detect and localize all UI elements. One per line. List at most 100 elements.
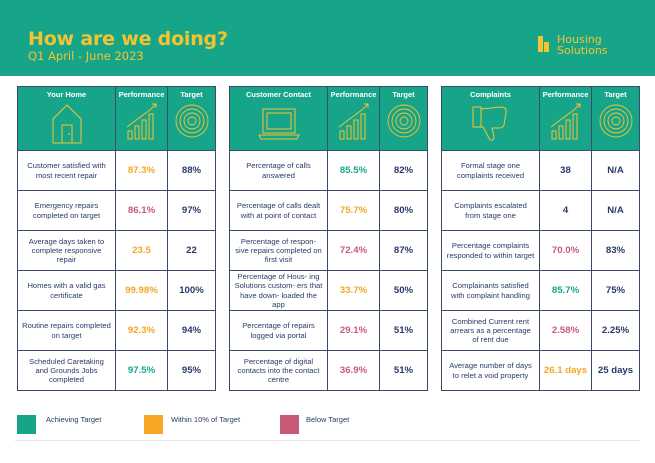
target-value: 88% [167, 150, 216, 191]
performance-value: 85.5% [327, 150, 380, 191]
metric-label: Scheduled Caretaking and Grounds Jobs co… [17, 350, 116, 391]
metric-label: Homes with a valid gas certificate [17, 270, 116, 311]
table-row: Formal stage one complaints received 38 N/… [441, 150, 640, 191]
performance-value: 70.0% [539, 230, 592, 271]
performance-value: 97.5% [115, 350, 168, 391]
metric-label: Percentage of repairs logged via portal [229, 310, 328, 351]
footer-divider [15, 440, 640, 441]
metric-label: Combined Current rent arrears as a perce… [441, 310, 540, 351]
performance-heading: Performance [327, 86, 380, 151]
performance-value: 29.1% [327, 310, 380, 351]
table-row: Percentage of Hous- ing Solutions custom… [229, 270, 428, 311]
panel-heading: Customer Contact [229, 86, 328, 151]
target-value: 25 days [591, 350, 640, 391]
table-row: Complainants satisfied with complaint ha… [441, 270, 640, 311]
table-row: Scheduled Caretaking and Grounds Jobs co… [17, 350, 216, 391]
table-row: Average number of days to relet a void p… [441, 350, 640, 391]
metric-label: Average number of days to relet a void p… [441, 350, 540, 391]
metric-label: Formal stage one complaints received [441, 150, 540, 191]
target-heading: Target [591, 86, 640, 151]
metric-label: Percentage of Hous- ing Solutions custom… [229, 270, 328, 311]
legend-swatch-achieving [17, 415, 36, 434]
target-value: 50% [379, 270, 428, 311]
target-icon [599, 104, 632, 138]
metric-label: Percentage of digital contacts into the … [229, 350, 328, 391]
table-row: Percentage of repairs logged via portal 2… [229, 310, 428, 351]
target-value: 51% [379, 350, 428, 391]
target-icon [175, 104, 208, 138]
performance-value: 92.3% [115, 310, 168, 351]
logo-text: Housing Solutions [557, 33, 608, 57]
target-value: 87% [379, 230, 428, 271]
table-row: Combined Current rent arrears as a perce… [441, 310, 640, 351]
target-value: N/A [591, 150, 640, 191]
target-value: 80% [379, 190, 428, 231]
legend-swatch-within [144, 415, 163, 434]
performance-value: 26.1 days [539, 350, 592, 391]
table-row: Percentage of respon- sive repairs compl… [229, 230, 428, 271]
performance-value: 99.98% [115, 270, 168, 311]
target-heading: Target [167, 86, 216, 151]
legend-label-below: Below Target [306, 415, 350, 424]
legend-swatch-below [280, 415, 299, 434]
panel-complaints: Complaints Performance Target [441, 86, 640, 391]
performance-value: 85.7% [539, 270, 592, 311]
target-value: 83% [591, 230, 640, 271]
target-value: 82% [379, 150, 428, 191]
thumbs-down-icon [472, 106, 507, 141]
target-value: N/A [591, 190, 640, 231]
table-row: Percentage of calls dealt with at point … [229, 190, 428, 231]
performance-value: 33.7% [327, 270, 380, 311]
metric-label: Percentage of calls dealt with at point … [229, 190, 328, 231]
metric-label: Average days taken to complete responsiv… [17, 230, 116, 271]
table-row: Homes with a valid gas certificate 99.98%… [17, 270, 216, 311]
page-title: How are we doing? [28, 28, 228, 50]
performance-value: 36.9% [327, 350, 380, 391]
target-value: 75% [591, 270, 640, 311]
bar-chart-icon [550, 103, 580, 140]
metric-label: Complainants satisfied with complaint ha… [441, 270, 540, 311]
table-row: Percentage complaints responded to withi… [441, 230, 640, 271]
bar-chart-icon [338, 103, 368, 140]
performance-value: 86.1% [115, 190, 168, 231]
metric-label: Complaints escalated from stage one [441, 190, 540, 231]
page-subtitle: Q1 April - June 2023 [28, 49, 144, 63]
table-row: Complaints escalated from stage one 4 N/A [441, 190, 640, 231]
table-row: Routine repairs completed on target 92.3%… [17, 310, 216, 351]
table-row: Customer satisfied with most recent repa… [17, 150, 216, 191]
laptop-icon [258, 108, 300, 140]
panel-customer-contact: Customer Contact Performance Target [229, 86, 428, 391]
target-value: 22 [167, 230, 216, 271]
table-row: Percentage of digital contacts into the … [229, 350, 428, 391]
legend-label-achieving: Achieving Target [46, 415, 102, 424]
target-heading: Target [379, 86, 428, 151]
performance-heading: Performance [539, 86, 592, 151]
bar-chart-icon [126, 103, 156, 140]
logo-mark-icon [538, 36, 549, 52]
panel-heading: Complaints [441, 86, 540, 151]
performance-value: 4 [539, 190, 592, 231]
target-value: 100% [167, 270, 216, 311]
page-header: How are we doing? Q1 April - June 2023 H… [0, 0, 655, 76]
metric-label: Routine repairs completed on target [17, 310, 116, 351]
target-value: 2.25% [591, 310, 640, 351]
metric-label: Emergency repairs completed on target [17, 190, 116, 231]
panel-your-home: Your Home Performance Target [17, 86, 216, 391]
target-icon [387, 104, 420, 138]
performance-heading: Performance [115, 86, 168, 151]
table-row: Percentage of calls answered 85.5% 82% [229, 150, 428, 191]
target-value: 94% [167, 310, 216, 351]
table-row: Average days taken to complete responsiv… [17, 230, 216, 271]
target-value: 97% [167, 190, 216, 231]
legend-label-within: Within 10% of Target [171, 415, 241, 424]
target-value: 95% [167, 350, 216, 391]
table-row: Emergency repairs completed on target 86.… [17, 190, 216, 231]
performance-value: 23.5 [115, 230, 168, 271]
performance-value: 75.7% [327, 190, 380, 231]
metric-label: Percentage complaints responded to withi… [441, 230, 540, 271]
performance-value: 38 [539, 150, 592, 191]
panel-heading: Your Home [17, 86, 116, 151]
performance-value: 72.4% [327, 230, 380, 271]
performance-value: 87.3% [115, 150, 168, 191]
metric-label: Percentage of respon- sive repairs compl… [229, 230, 328, 271]
